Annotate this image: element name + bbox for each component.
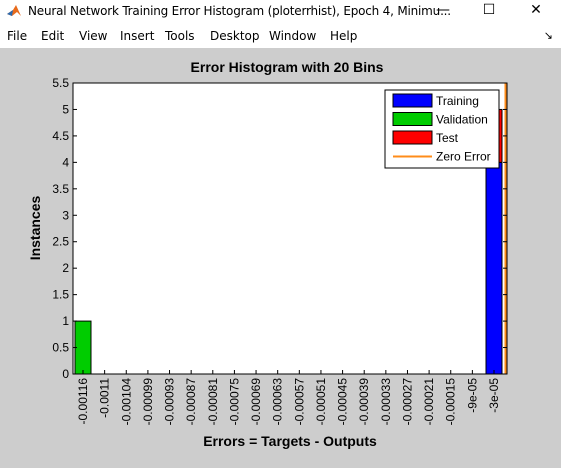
x-tick-label: -0.00099 xyxy=(141,378,155,426)
close-button[interactable]: ✕ xyxy=(530,2,542,18)
title-bar: Neural Network Training Error Histogram … xyxy=(0,0,561,22)
legend-swatch-training xyxy=(392,93,433,108)
x-tick-label: -0.00063 xyxy=(271,378,285,426)
matlab-icon xyxy=(7,5,21,16)
legend-label: Validation xyxy=(436,113,488,127)
x-tick-label: -0.00039 xyxy=(357,378,371,426)
menu-desktop[interactable]: Desktop xyxy=(210,29,260,43)
y-tick-label: 2 xyxy=(62,261,69,275)
bar-validation-0 xyxy=(74,320,92,375)
x-tick-label: -0.00045 xyxy=(336,378,350,426)
legend-label: Training xyxy=(436,94,479,108)
x-tick-label: -0.00051 xyxy=(314,378,328,426)
y-tick-label: 3.5 xyxy=(52,182,69,196)
dock-arrow-icon[interactable]: ↘ xyxy=(543,30,553,42)
menu-window[interactable]: Window xyxy=(269,29,317,43)
histogram-chart: Error Histogram with 20 Bins 0 0.5 1 1.5 2 2.… xyxy=(27,59,508,449)
legend-swatch-validation xyxy=(392,112,433,126)
legend-label: Test xyxy=(436,131,459,145)
axes-frame xyxy=(72,82,508,375)
y-tick-label: 5 xyxy=(62,102,69,116)
menu-tools[interactable]: Tools xyxy=(165,29,195,43)
legend-label: Zero Error xyxy=(436,150,491,164)
y-axis-label: Instances xyxy=(27,195,43,260)
x-tick-label: -0.0011 xyxy=(98,378,112,418)
x-tick-label: -0.00033 xyxy=(379,378,393,426)
x-tick-label: -3e-05 xyxy=(487,378,501,413)
minimize-button[interactable]: — xyxy=(436,2,450,18)
menu-bar: File Edit View Insert Tools Desktop Wind… xyxy=(0,25,561,47)
y-tick-label: 4 xyxy=(62,155,69,169)
figure-area: Error Histogram with 20 Bins 0 0.5 1 1.5 2 2.… xyxy=(0,48,561,468)
x-tick-label: -0.00104 xyxy=(119,378,133,426)
x-tick-label: -0.00069 xyxy=(249,378,263,426)
x-tick-label: -9e-05 xyxy=(465,378,479,413)
menu-edit[interactable]: Edit xyxy=(41,29,65,43)
y-tick-label: 1 xyxy=(62,314,69,328)
x-tick-label: -0.00116 xyxy=(76,378,90,425)
y-tick-label: 0.5 xyxy=(52,341,69,355)
chart-title: Error Histogram with 20 Bins xyxy=(191,59,384,75)
x-tick-label: -0.00093 xyxy=(163,378,177,426)
y-tick-label: 4.5 xyxy=(52,129,69,143)
x-tick-label: -0.00021 xyxy=(422,378,436,426)
y-tick-label: 0 xyxy=(62,367,69,381)
x-axis-label: Errors = Targets - Outputs xyxy=(203,433,377,449)
y-tick-label: 3 xyxy=(62,208,69,222)
legend: Training Validation Test Zero Error xyxy=(384,89,500,169)
maximize-button[interactable]: ☐ xyxy=(482,2,496,18)
menu-insert[interactable]: Insert xyxy=(120,29,155,43)
x-tick-label: -0.00075 xyxy=(227,378,241,426)
x-tick-label: -0.00081 xyxy=(206,378,220,426)
x-tick-label: -0.00087 xyxy=(184,378,198,426)
x-tick-label: -0.00015 xyxy=(444,378,458,426)
menu-file[interactable]: File xyxy=(7,29,28,43)
menu-help[interactable]: Help xyxy=(330,29,358,43)
y-tick-label: 1.5 xyxy=(52,288,69,302)
y-tick-label: 2.5 xyxy=(52,235,69,249)
window-title: Neural Network Training Error Histogram … xyxy=(28,4,451,18)
y-tick-label: 5.5 xyxy=(52,76,69,90)
legend-swatch-test xyxy=(392,130,433,145)
x-tick-label: -0.00027 xyxy=(400,378,414,426)
x-tick-label: -0.00057 xyxy=(292,378,306,426)
bar-training-19 xyxy=(485,161,503,375)
menu-view[interactable]: View xyxy=(79,29,108,43)
